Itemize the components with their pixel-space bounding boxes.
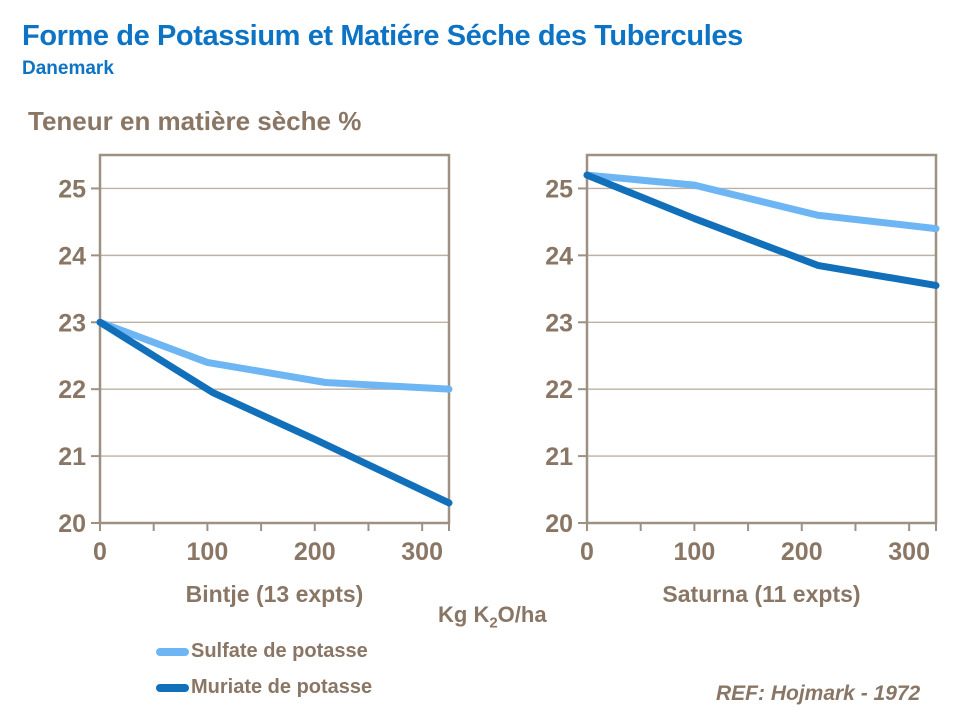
- y-tick-label: 24: [545, 242, 573, 270]
- muriate-line: [583, 171, 940, 289]
- reference-note: REF: Hojmark - 1972: [716, 682, 921, 705]
- legend-item-muriate: Muriate de potasse: [156, 676, 372, 699]
- sulfate-line: [96, 318, 453, 393]
- y-tick-label: 25: [58, 175, 86, 203]
- y-tick-label: 20: [545, 510, 573, 538]
- x-axis-title-post: O/ha: [497, 602, 547, 627]
- muriate-line: [96, 318, 453, 507]
- y-tick-label: 25: [545, 175, 573, 203]
- page-title: Forme de Potassium et Matiére Séche des …: [22, 20, 743, 52]
- y-tick-label: 21: [58, 443, 86, 471]
- x-tick-label: 0: [580, 538, 594, 566]
- x-tick-label: 0: [93, 538, 107, 566]
- legend-label-sulfate: Sulfate de potasse: [191, 640, 368, 662]
- plot-frame: [98, 153, 451, 525]
- legend-item-sulfate: Sulfate de potasse: [156, 640, 372, 663]
- x-tick-label: 100: [674, 538, 716, 566]
- sulfate-line-swatch: [156, 647, 189, 656]
- y-tick-label: 24: [58, 242, 86, 270]
- y-tick-label: 23: [58, 309, 86, 337]
- page-subtitle: Danemark: [22, 58, 114, 79]
- y-tick-label: 23: [545, 309, 573, 337]
- y-axis-title: Teneur en matière sèche %: [28, 106, 362, 136]
- y-tick-label: 22: [58, 376, 86, 404]
- chart-title: Bintje (13 expts): [186, 581, 364, 607]
- y-tick-label: 21: [545, 443, 573, 471]
- x-tick-label: 300: [401, 538, 443, 566]
- x-axis-title-pre: Kg K: [438, 602, 490, 627]
- muriate-line-swatch: [156, 683, 189, 692]
- x-axis-title-sub: 2: [489, 614, 498, 632]
- legend-label-muriate: Muriate de potasse: [191, 676, 373, 698]
- x-tick-label: 200: [781, 538, 823, 566]
- x-tick-label: 300: [888, 538, 930, 566]
- sulfate-line: [583, 171, 940, 233]
- y-tick-label: 20: [58, 510, 86, 538]
- x-axis-title: Kg K2O/ha: [438, 602, 547, 631]
- chart-saturna: 20 21 22 23 24 25 0 100 200 300 Saturna (11 expts): [545, 153, 940, 607]
- chart-bintje: 20 21 22 23 24 25 0 100 200 300 Bintje (13 expts): [58, 153, 453, 607]
- y-tick-label: 22: [545, 376, 573, 404]
- x-tick-label: 200: [294, 538, 336, 566]
- legend: Sulfate de potasse Muriate de potasse: [156, 640, 372, 699]
- x-tick-label: 100: [187, 538, 229, 566]
- chart-title: Saturna (11 expts): [662, 581, 860, 607]
- plot-frame: [585, 153, 938, 525]
